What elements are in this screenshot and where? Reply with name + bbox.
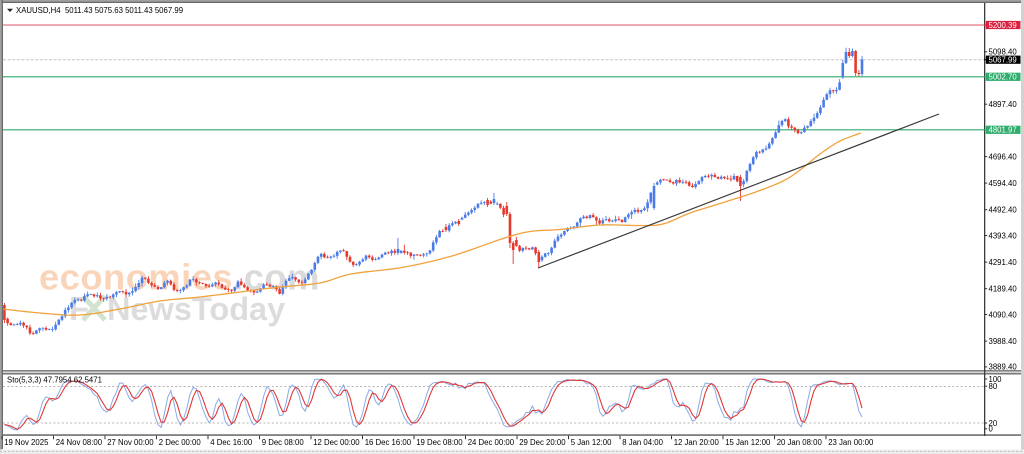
svg-text:4801.97: 4801.97: [989, 126, 1017, 135]
svg-text:3889.40: 3889.40: [989, 363, 1018, 372]
svg-text:3988.40: 3988.40: [989, 337, 1018, 346]
svg-text:8 Jan 04:00: 8 Jan 04:00: [622, 438, 663, 447]
svg-text:29 Dec 20:00: 29 Dec 20:00: [519, 438, 566, 447]
svg-text:5002.70: 5002.70: [989, 73, 1018, 82]
svg-text:20 Jan 08:00: 20 Jan 08:00: [777, 438, 823, 447]
svg-text:4897.40: 4897.40: [989, 100, 1018, 109]
svg-text:9 Dec 08:00: 9 Dec 08:00: [262, 438, 305, 447]
svg-text:0: 0: [989, 425, 994, 434]
svg-text:12 Dec 00:00: 12 Dec 00:00: [313, 438, 360, 447]
svg-text:4492.40: 4492.40: [989, 206, 1018, 215]
svg-text:XAUUSD,H4 5011.43 5075.63 501: XAUUSD,H4 5011.43 5075.63 5011.43 5067.9…: [16, 6, 183, 15]
svg-text:24 Nov 08:00: 24 Nov 08:00: [56, 438, 103, 447]
svg-text:5067.99: 5067.99: [989, 56, 1017, 65]
svg-text:12 Jan 20:00: 12 Jan 20:00: [674, 438, 720, 447]
svg-text:19 Nov 2025: 19 Nov 2025: [4, 438, 49, 447]
svg-text:20: 20: [989, 419, 998, 428]
svg-text:4291.40: 4291.40: [989, 258, 1018, 267]
svg-text:5200.39: 5200.39: [989, 21, 1017, 30]
svg-text:15 Jan 12:00: 15 Jan 12:00: [725, 438, 771, 447]
svg-text:4 Dec 16:00: 4 Dec 16:00: [210, 438, 253, 447]
svg-text:Sto(5,3,3) 47.7954 62.5471: Sto(5,3,3) 47.7954 62.5471: [7, 376, 102, 385]
svg-text:2 Dec 00:00: 2 Dec 00:00: [159, 438, 202, 447]
svg-text:4189.40: 4189.40: [989, 285, 1018, 294]
svg-text:19 Dec 08:00: 19 Dec 08:00: [416, 438, 463, 447]
svg-text:27 Nov 00:00: 27 Nov 00:00: [107, 438, 154, 447]
svg-text:80: 80: [989, 382, 998, 391]
svg-text:4393.40: 4393.40: [989, 231, 1018, 240]
svg-text:5 Jan 12:00: 5 Jan 12:00: [571, 438, 612, 447]
svg-text:4594.40: 4594.40: [989, 179, 1018, 188]
svg-text:4090.40: 4090.40: [989, 310, 1018, 319]
svg-text:4696.40: 4696.40: [989, 152, 1018, 161]
svg-text:100: 100: [989, 375, 1003, 384]
svg-text:16 Dec 16:00: 16 Dec 16:00: [365, 438, 412, 447]
svg-text:NewsToday: NewsToday: [107, 291, 285, 327]
svg-text:23 Jan 00:00: 23 Jan 00:00: [828, 438, 874, 447]
svg-text:24 Dec 00:00: 24 Dec 00:00: [468, 438, 515, 447]
svg-text:5098.40: 5098.40: [989, 48, 1018, 57]
